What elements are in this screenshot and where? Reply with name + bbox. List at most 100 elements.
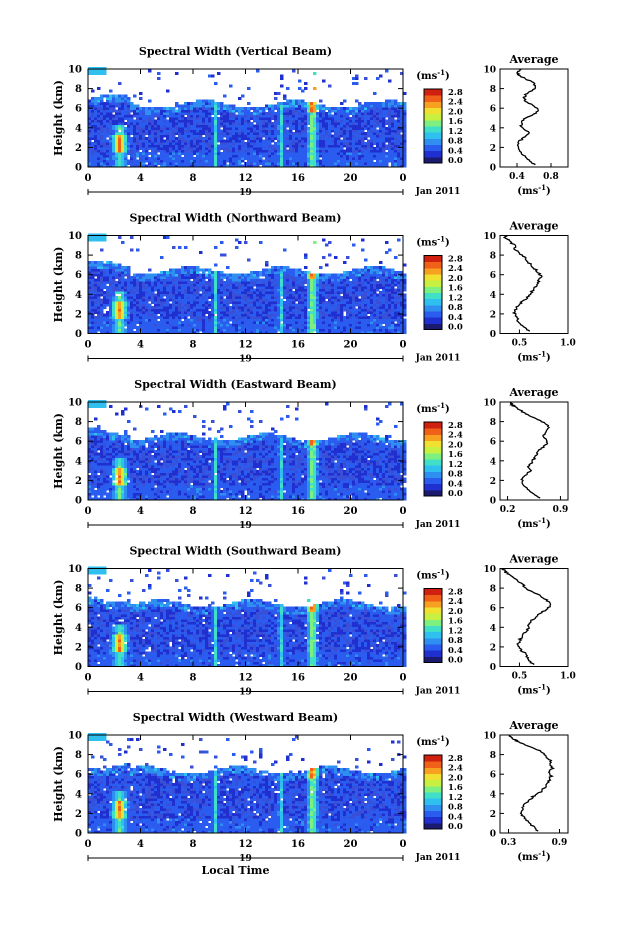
- heatmap-cell: [259, 134, 263, 138]
- heatmap-cell: [130, 144, 134, 148]
- heatmap-cell: [103, 268, 107, 272]
- heatmap-cell: [130, 316, 134, 319]
- heatmap-cell: [154, 162, 158, 165]
- heatmap-cell: [325, 119, 329, 123]
- heatmap-cell: [133, 291, 137, 294]
- heatmap-cell: [238, 154, 242, 158]
- heatmap-cell: [190, 159, 194, 163]
- heatmap-cell: [166, 321, 170, 324]
- heatmap-cell: [172, 316, 176, 319]
- heatmap-cell: [142, 132, 146, 135]
- heatmap-cell: [334, 124, 338, 128]
- heatmap-cell: [103, 142, 107, 145]
- heatmap-cell: [274, 326, 278, 329]
- heatmap-cell: [220, 102, 224, 105]
- heatmap-cell: [340, 311, 344, 314]
- heatmap-cell: [244, 273, 248, 277]
- heatmap-cell: [307, 104, 311, 108]
- heatmap-cell: [331, 107, 335, 110]
- heatmap-cell: [157, 149, 161, 153]
- heatmap-cell: [349, 127, 353, 130]
- heatmap-cell: [166, 112, 170, 115]
- heatmap-cell: [157, 316, 161, 319]
- heatmap-cell: [331, 308, 335, 312]
- heatmap-cell: [169, 109, 173, 113]
- heatmap-cell: [121, 99, 125, 103]
- heatmap-cell: [277, 311, 281, 314]
- heatmap-cell: [217, 164, 221, 168]
- heatmap-cell: [136, 137, 140, 140]
- heatmap-cell: [112, 102, 116, 105]
- heatmap-cell: [370, 129, 374, 133]
- heatmap-cell: [88, 323, 92, 327]
- heatmap-cell: [319, 149, 323, 153]
- heatmap-cell: [247, 147, 251, 150]
- heatmap-cell: [115, 102, 119, 105]
- heatmap-cell: [103, 318, 107, 322]
- heatmap-cell: [223, 122, 227, 125]
- heatmap-cell: [388, 122, 392, 125]
- heatmap-cell: [145, 286, 149, 289]
- heatmap-cell: [166, 271, 170, 274]
- heatmap-cell: [184, 147, 188, 150]
- heatmap-cell: [232, 134, 236, 138]
- heatmap-cell: [148, 288, 152, 292]
- heatmap-cell: [319, 273, 323, 277]
- heatmap-cell: [376, 157, 380, 160]
- heatmap-cell: [340, 102, 344, 105]
- heatmap-cell: [154, 149, 158, 153]
- heatmap-cell: [100, 117, 104, 120]
- heatmap-cell: [313, 142, 317, 145]
- heatmap-cell: [319, 119, 323, 123]
- heatmap-cell: [331, 288, 335, 292]
- heatmap-cell: [319, 144, 323, 148]
- heatmap-cell: [232, 114, 236, 118]
- heatmap-cell: [160, 129, 164, 133]
- heatmap-cell: [319, 296, 323, 299]
- heatmap-cell: [307, 273, 311, 277]
- heatmap-cell: [232, 107, 236, 110]
- heatmap-cell: [154, 283, 158, 287]
- heatmap-cell: [94, 124, 98, 128]
- heatmap-cell: [139, 308, 143, 312]
- heatmap-cell: [286, 283, 290, 287]
- heatmap-cell: [211, 154, 215, 158]
- heatmap-cell: [127, 119, 131, 123]
- heatmap-cell: [382, 157, 386, 160]
- heatmap-cell: [238, 311, 242, 314]
- heatmap-cell: [319, 323, 323, 327]
- heatmap-cell: [280, 159, 284, 163]
- heatmap-cell: [307, 306, 311, 309]
- x-tick-label: 4: [137, 173, 144, 184]
- heatmap-cell: [247, 323, 251, 327]
- heatmap-cell: [313, 293, 317, 297]
- heatmap-cell: [331, 313, 335, 317]
- heatmap-cell: [208, 117, 212, 120]
- heatmap-cell: [310, 273, 314, 277]
- heatmap-cell: [286, 117, 290, 120]
- heatmap-cell: [100, 162, 104, 165]
- heatmap-cell: [274, 164, 278, 168]
- heatmap-cell: [244, 318, 248, 322]
- heatmap-cell: [283, 321, 287, 324]
- heatmap-cell: [361, 137, 365, 140]
- heatmap-cell: [247, 296, 251, 299]
- heatmap-cell: [232, 306, 236, 309]
- heatmap-cell: [394, 139, 398, 143]
- heatmap-cell: [277, 102, 281, 105]
- heatmap-cell: [328, 273, 332, 277]
- heatmap-cell: [178, 114, 182, 118]
- heatmap-cell: [259, 271, 263, 274]
- heatmap-cell: [259, 107, 263, 110]
- heatmap-cell: [100, 114, 104, 118]
- heatmap-cell: [238, 122, 242, 125]
- heatmap-cell: [97, 283, 101, 287]
- heatmap-cell: [121, 318, 125, 322]
- heatmap-cell: [91, 291, 95, 294]
- heatmap-cell: [205, 142, 209, 145]
- heatmap-cell: [166, 129, 170, 133]
- heatmap-cell: [103, 104, 107, 108]
- heatmap-cell: [289, 323, 293, 327]
- heatmap-cell: [259, 296, 263, 299]
- heatmap-cell: [109, 271, 113, 274]
